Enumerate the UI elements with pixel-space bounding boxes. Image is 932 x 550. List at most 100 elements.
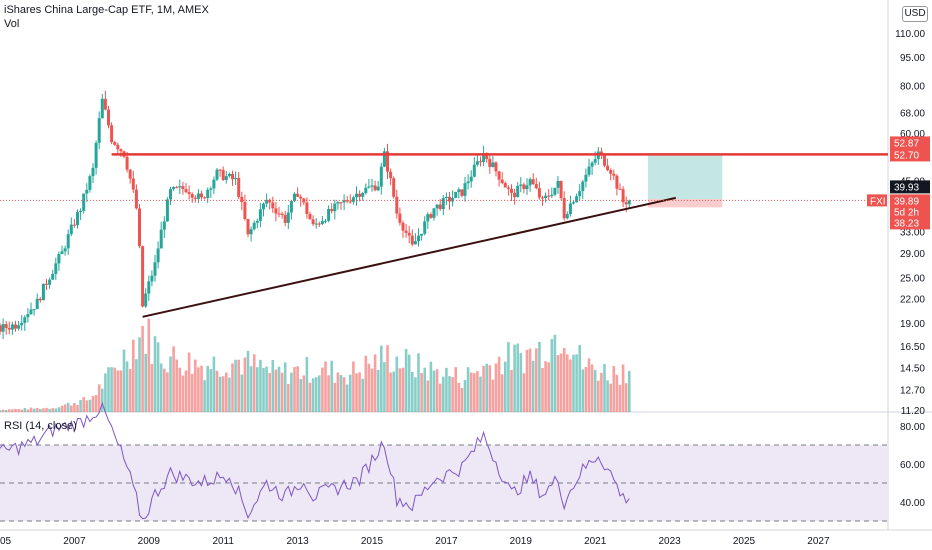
volume-bar (538, 341, 541, 412)
candle-body (227, 173, 231, 177)
candle-body (413, 241, 417, 245)
candle-body (237, 177, 241, 197)
volume-bar (547, 362, 550, 412)
volume-bar (364, 355, 368, 412)
volume-bar (404, 349, 408, 412)
volume-bar (262, 367, 265, 412)
candle-body (100, 98, 104, 119)
candle-body (190, 193, 194, 198)
candle-body (128, 169, 132, 179)
candle-body (178, 186, 182, 188)
candle-body (156, 248, 160, 263)
candle-body (438, 204, 442, 210)
volume-bar (197, 367, 200, 412)
candle-body (280, 213, 284, 215)
volume-bar (305, 357, 309, 412)
volume-bar (73, 403, 76, 412)
volume-bar (618, 384, 622, 412)
volume-bar (327, 375, 330, 412)
candle-body (572, 202, 575, 204)
volume-bar (283, 362, 287, 412)
volume-bar (181, 375, 185, 412)
volume-bar (287, 384, 290, 412)
candle-body (627, 200, 631, 205)
candle-body (283, 214, 287, 223)
volume-bar (504, 361, 507, 412)
volume-bar (603, 364, 606, 412)
candle-body (35, 298, 39, 310)
volume-bar (35, 407, 39, 412)
candle-body (581, 181, 585, 192)
candle-body (249, 229, 253, 235)
candle-body (57, 254, 61, 264)
candle-body (162, 221, 166, 230)
volume-bar (370, 368, 374, 412)
candle-body (463, 183, 467, 196)
candle-body (94, 142, 98, 168)
candle-body (491, 162, 495, 167)
candle-body (547, 195, 551, 197)
candle-body (0, 325, 2, 332)
volume-bar (107, 367, 110, 412)
resistance-top-badge: 52.87 (894, 138, 919, 149)
candle-body (172, 187, 176, 190)
candle-body (224, 176, 228, 181)
volume-bar (349, 374, 352, 412)
volume-bar (23, 407, 27, 412)
candle-body (417, 235, 420, 242)
volume-bar (389, 372, 392, 412)
candle-body (159, 229, 163, 249)
volume-bar (544, 361, 547, 412)
candle-body (4, 324, 8, 329)
y-tick-label: 16.50 (900, 342, 925, 353)
volume-bar (128, 368, 132, 412)
x-tick-label: 2025 (733, 536, 756, 547)
candle-body (448, 196, 451, 202)
volume-bar (122, 349, 126, 412)
candle-body (299, 196, 303, 199)
candle-body (258, 209, 262, 221)
volume-bar (482, 365, 485, 412)
volume-bar (457, 382, 461, 412)
volume-bar (203, 380, 206, 412)
candle-body (221, 169, 225, 181)
volume-bar (612, 366, 616, 412)
candle-body (265, 199, 269, 204)
candle-body (398, 213, 402, 223)
volume-bar (593, 369, 597, 412)
candle-body (206, 189, 210, 199)
volume-bar (246, 350, 250, 412)
volume-bar (345, 384, 349, 412)
volume-bar (265, 366, 268, 412)
candle-body (289, 200, 293, 213)
volume-bar (507, 342, 510, 412)
volume-bar (175, 359, 178, 412)
volume-bar (355, 373, 358, 412)
volume-bar (97, 384, 101, 412)
current-price-badge-bg (890, 194, 930, 208)
candle-body (286, 212, 290, 223)
volume-bar (581, 369, 585, 412)
volume-bar (206, 365, 209, 412)
support-trendline (142, 196, 677, 318)
volume-bar (621, 364, 625, 412)
volume-bar (274, 369, 278, 412)
volume-bar (528, 348, 532, 412)
candle-body (60, 251, 64, 255)
volume-bar (293, 367, 296, 412)
volume-bar (494, 363, 498, 412)
volume-bar (376, 369, 380, 412)
currency-button[interactable]: USD (902, 6, 928, 22)
countdown-badge: 5d 2h (894, 207, 919, 218)
rsi-label: RSI (14, close) (4, 420, 77, 432)
volume-bar (386, 345, 389, 412)
candle-body (472, 164, 476, 177)
candle-body (26, 314, 30, 318)
volume-bar (51, 408, 54, 412)
volume-bar (166, 372, 169, 412)
volume-bar (333, 382, 337, 412)
volume-bar (225, 372, 228, 412)
candle-body (621, 189, 625, 203)
candle-body (277, 213, 281, 215)
